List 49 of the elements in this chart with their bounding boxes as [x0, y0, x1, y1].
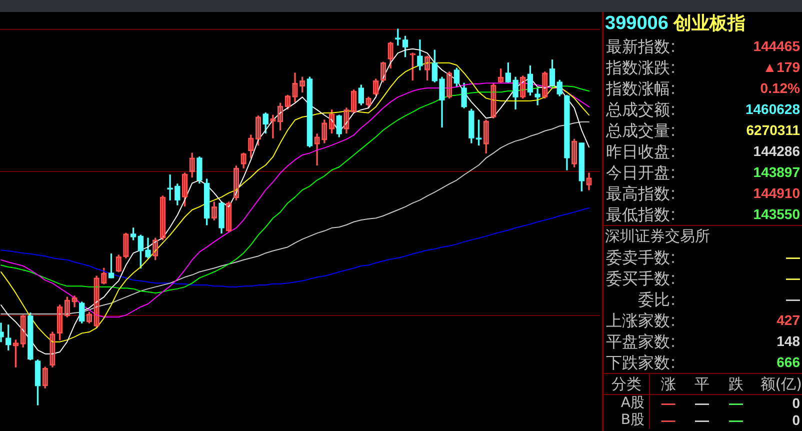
category-label: 最低指数	[605, 204, 670, 225]
text: 143550	[753, 206, 800, 222]
text: 144910	[753, 185, 800, 201]
text: 143897	[753, 164, 800, 180]
text: 6270311	[746, 122, 800, 138]
text: 666	[776, 354, 800, 370]
category-label: 指数涨跌	[605, 57, 670, 78]
category-label: 涨	[649, 374, 687, 394]
category-label: 总成交额	[605, 99, 670, 120]
category-label: 平盘家数	[605, 331, 670, 352]
text: 深圳证券交易所	[604, 226, 711, 247]
category-label: A股	[620, 395, 644, 411]
text: 144465	[753, 38, 800, 54]
text: 427	[776, 312, 800, 328]
category-label: 最新指数	[605, 36, 670, 57]
text: 0	[792, 412, 800, 428]
category-label: 跌	[717, 374, 755, 394]
category-label: 委比	[637, 289, 670, 310]
text: 144286	[753, 143, 800, 159]
candlestick	[270, 114, 276, 138]
text: ▲179	[762, 59, 800, 75]
text: 399006	[605, 13, 668, 34]
category-label: 指数涨幅	[605, 78, 670, 99]
text: —	[695, 412, 709, 428]
category-label: B股	[620, 412, 644, 428]
text: —	[786, 249, 800, 265]
category-label: 昨日收盘	[605, 141, 670, 162]
category-label: 最高指数	[605, 183, 670, 204]
text: 148	[776, 333, 800, 349]
text: —	[661, 395, 676, 411]
category-label: 委买手数	[605, 268, 670, 289]
text: 0	[792, 395, 800, 411]
category-label: 今日开盘	[605, 162, 670, 183]
text: —	[786, 270, 800, 286]
text: 1460628	[745, 101, 800, 117]
category-label: 总成交量	[605, 120, 670, 141]
text: —	[729, 412, 743, 428]
category-label: 上涨家数	[605, 310, 670, 331]
category-label: 额(亿)	[755, 374, 802, 394]
text: —	[661, 412, 676, 428]
text: 分类	[604, 374, 649, 394]
category-label: 下跌家数	[605, 352, 670, 373]
category-label: 委卖手数	[605, 247, 670, 268]
text: —	[695, 395, 709, 411]
text: 0.12%	[760, 80, 800, 96]
category-label: 平	[687, 374, 717, 394]
text: —	[729, 395, 743, 411]
text: 创业板指	[673, 13, 746, 34]
text: —	[786, 291, 800, 307]
